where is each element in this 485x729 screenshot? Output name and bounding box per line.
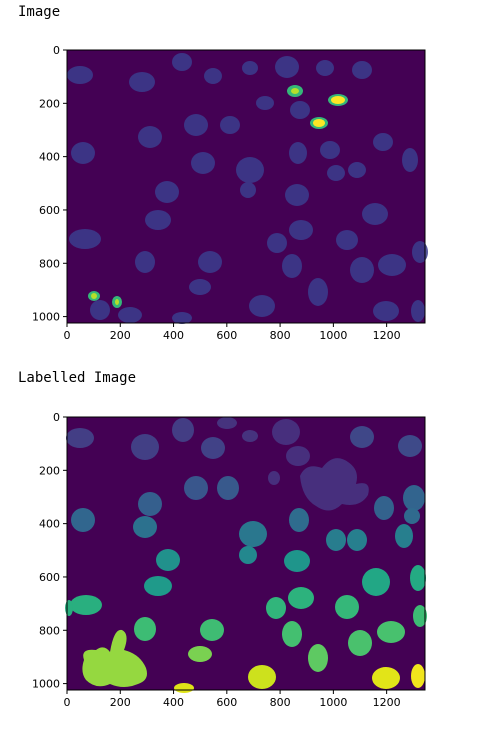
y-tick-label: 600	[39, 571, 60, 584]
x-tick-label: 200	[110, 696, 131, 709]
raw-nuclei	[67, 53, 428, 324]
raw-image-axes: 0 200 400 600 800 1000 1200 0 200 400 600 800 1000	[32, 44, 401, 342]
y-tick-label: 800	[39, 257, 60, 270]
labelled-image-caption: Labelled Image	[18, 370, 137, 386]
y-tick-label: 600	[39, 204, 60, 217]
raw-bright-spots	[88, 85, 348, 308]
raw-image-plot: 0 200 400 600 800 1000 1200 0 200 400 600 800 1000	[32, 44, 428, 342]
x-tick-label: 1000	[319, 329, 347, 342]
raw-image-caption: Image	[18, 4, 61, 20]
x-tick-label: 400	[163, 696, 184, 709]
y-tick-label: 800	[39, 624, 60, 637]
labelled-image-plot: 0 200 400 600 800 1000 1200 0 200 400 600 800 1000	[32, 411, 427, 709]
x-tick-label: 800	[270, 696, 291, 709]
x-tick-label: 400	[163, 329, 184, 342]
y-tick-label: 1000	[32, 678, 60, 691]
labelled-image-frame	[66, 416, 426, 691]
x-tick-label: 600	[216, 329, 237, 342]
x-tick-label: 800	[270, 329, 291, 342]
y-tick-label: 200	[39, 464, 60, 477]
x-tick-label: 1000	[319, 696, 347, 709]
x-tick-label: 1200	[373, 329, 401, 342]
y-tick-label: 1000	[32, 311, 60, 324]
raw-image-frame	[66, 49, 426, 324]
x-tick-label: 0	[64, 329, 71, 342]
labelled-regions	[65, 417, 427, 693]
y-tick-label: 200	[39, 97, 60, 110]
x-tick-label: 200	[110, 329, 131, 342]
y-tick-label: 0	[53, 411, 60, 424]
y-tick-label: 400	[39, 151, 60, 164]
x-tick-label: 1200	[373, 696, 401, 709]
labelled-image-axes: 0 200 400 600 800 1000 1200 0 200 400 600 800 1000	[32, 411, 401, 709]
x-tick-label: 600	[216, 696, 237, 709]
y-tick-label: 0	[53, 44, 60, 57]
x-tick-label: 0	[64, 696, 71, 709]
y-tick-label: 400	[39, 518, 60, 531]
